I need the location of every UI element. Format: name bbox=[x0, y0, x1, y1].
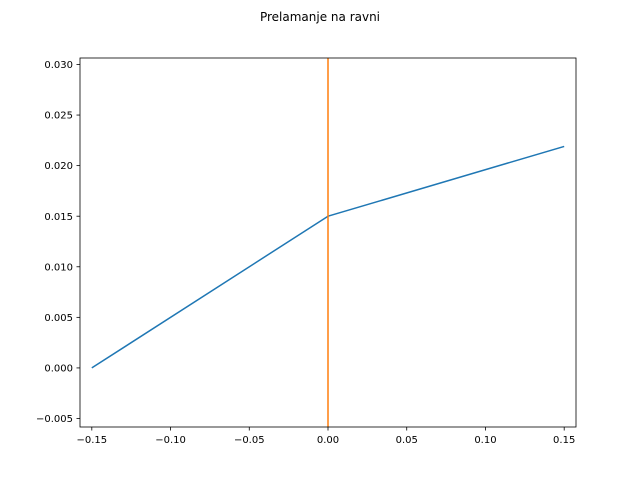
x-tick-label: 0.05 bbox=[396, 435, 418, 446]
x-tick-label: −0.05 bbox=[234, 435, 265, 446]
y-tick-label: 0.030 bbox=[44, 60, 73, 71]
chart-title: Prelamanje na ravni bbox=[260, 10, 380, 24]
y-tick-label: 0.000 bbox=[44, 364, 73, 375]
x-tick-label: −0.10 bbox=[155, 435, 186, 446]
x-tick-label: 0.00 bbox=[317, 435, 339, 446]
x-tick-label: 0.10 bbox=[474, 435, 496, 446]
y-tick-label: 0.025 bbox=[44, 111, 73, 122]
y-tick-label: 0.005 bbox=[44, 313, 73, 324]
y-tick-label: 0.015 bbox=[44, 212, 73, 223]
x-tick-label: 0.15 bbox=[553, 435, 575, 446]
x-tick-label: −0.15 bbox=[76, 435, 107, 446]
plot-area: −0.15 −0.10 −0.05 0.00 0.05 0.10 0.15 −0.005 0.0… bbox=[36, 57, 577, 446]
y-tick-label: 0.020 bbox=[44, 161, 73, 172]
y-tick-label: −0.005 bbox=[36, 414, 73, 425]
y-tick-label: 0.010 bbox=[44, 262, 73, 273]
